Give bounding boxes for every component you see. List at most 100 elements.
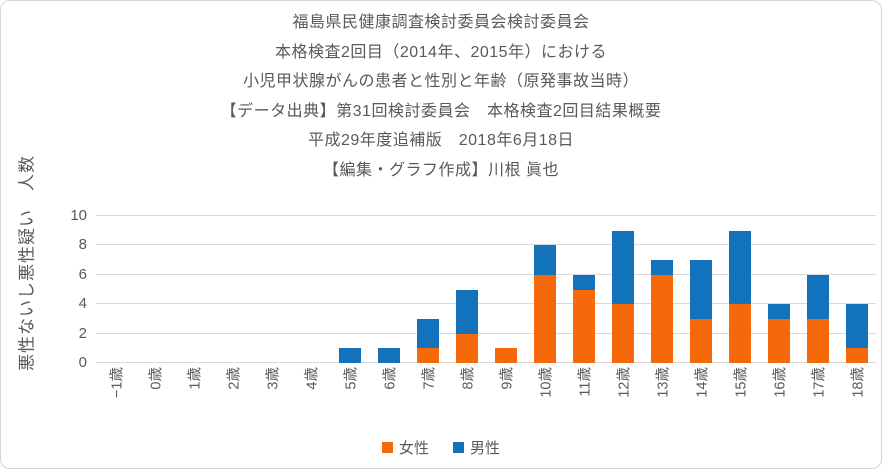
- legend-item-男性: 男性: [453, 437, 500, 458]
- x-label-1歳: 1歳: [187, 367, 203, 390]
- gridline-4: [96, 303, 876, 305]
- bar-slot-15歳: [720, 216, 759, 363]
- bar-stack-13歳: [650, 260, 673, 363]
- bar-stack-8歳: [455, 289, 478, 363]
- title-line-4: 【データ出典】第31回検討委員会 本格検査2回目結果概要: [220, 102, 662, 120]
- bar-slot-−1歳: [96, 216, 135, 363]
- x-label-9歳: 9歳: [499, 367, 515, 390]
- bar-stack-14歳: [689, 260, 712, 363]
- bar-stack-15歳: [728, 230, 751, 363]
- bar-segment-男性-17歳: [806, 274, 829, 319]
- legend-label-男性: 男性: [470, 440, 501, 457]
- bar-segment-男性-11歳: [572, 274, 595, 290]
- y-tick-10: 10: [70, 207, 87, 224]
- legend-label-女性: 女性: [398, 440, 429, 457]
- legend-item-女性: 女性: [381, 437, 429, 458]
- y-tick-8: 8: [78, 236, 87, 254]
- bar-stack-5歳: [338, 348, 361, 363]
- bar-segment-女性-12歳: [611, 304, 634, 363]
- x-axis-labels: −1歳 0歳 1歳 2歳 3歳 4歳 5歳 6歳 7歳 8歳 9歳 10歳 11歳 12歳 13歳 14歳 15…: [96, 367, 876, 423]
- bar-segment-男性-12歳: [611, 230, 634, 305]
- bar-segment-男性-5歳: [338, 348, 361, 363]
- title-line-5: 平成29年度追補版 2018年6月18日: [307, 132, 575, 149]
- y-tick-6: 6: [78, 265, 87, 283]
- gridline-10: [96, 215, 876, 216]
- bar-slot-1歳: [174, 216, 213, 363]
- bar-slot-4歳: [291, 216, 330, 363]
- plot-area: [96, 215, 876, 363]
- gridline-6: [96, 273, 876, 275]
- x-label-15歳: 15歳: [733, 367, 749, 398]
- x-label-6歳: 6歳: [382, 367, 398, 390]
- gridline-0: [96, 362, 876, 363]
- x-label-4歳: 4歳: [304, 367, 320, 390]
- bar-slot-5歳: [330, 216, 369, 363]
- bar-segment-女性-10歳: [533, 274, 556, 363]
- bar-slot-14歳: [681, 216, 720, 363]
- bar-segment-女性-15歳: [728, 304, 751, 363]
- title-line-1: 福島県民健康調査検討委員会検討委員会: [292, 14, 590, 31]
- bar-slot-9歳: [486, 216, 525, 363]
- legend-swatch-男性: [453, 442, 464, 453]
- x-label-8歳: 8歳: [460, 367, 476, 390]
- gridline-2: [96, 332, 876, 334]
- x-label-5歳: 5歳: [343, 367, 359, 390]
- bar-slot-10歳: [525, 216, 564, 363]
- bar-segment-女性-17歳: [806, 318, 829, 363]
- bar-segment-男性-14歳: [689, 260, 712, 319]
- x-label-11歳: 11歳: [577, 367, 593, 397]
- bar-segment-男性-13歳: [650, 260, 673, 275]
- bar-stack-9歳: [494, 348, 517, 363]
- bar-stack-12歳: [611, 230, 634, 363]
- title-line-2: 本格検査2回目（2014年、2015年）における: [274, 43, 608, 61]
- chart-title-block: 福島県民健康調査検討委員会検討委員会 本格検査2回目（2014年、2015年）に…: [1, 8, 881, 185]
- bar-segment-女性-8歳: [455, 333, 478, 363]
- bar-slot-6歳: [369, 216, 408, 363]
- x-label-16歳: 16歳: [772, 367, 788, 398]
- bar-slot-13歳: [642, 216, 681, 363]
- bar-stack-6歳: [377, 348, 400, 363]
- x-label-2歳: 2歳: [226, 367, 242, 390]
- bar-stack-16歳: [767, 304, 790, 363]
- bar-segment-男性-15歳: [728, 230, 751, 305]
- bar-segment-男性-6歳: [377, 348, 400, 363]
- gridline-8: [96, 244, 876, 246]
- x-label-13歳: 13歳: [655, 367, 671, 398]
- bar-segment-男性-18歳: [845, 304, 868, 349]
- bar-segment-男性-16歳: [767, 304, 790, 319]
- bar-stack-10歳: [533, 245, 556, 363]
- x-label-12歳: 12歳: [616, 367, 632, 398]
- y-tick-4: 4: [78, 295, 87, 313]
- x-label-0歳: 0歳: [148, 367, 164, 390]
- bar-stack-18歳: [845, 304, 868, 363]
- x-label-10歳: 10歳: [538, 367, 554, 398]
- bar-slot-12歳: [603, 216, 642, 363]
- y-tick-2: 2: [78, 324, 87, 342]
- bar-slot-0歳: [135, 216, 174, 363]
- y-tick-0: 0: [78, 354, 87, 371]
- bar-slot-3歳: [252, 216, 291, 363]
- legend-swatch-女性: [381, 442, 393, 453]
- title-line-3: 小児甲状腺がんの患者と性別と年齢（原発事故当時）: [242, 73, 639, 90]
- bar-slot-16歳: [759, 216, 798, 363]
- bar-slot-7歳: [408, 216, 447, 363]
- bar-segment-女性-11歳: [572, 289, 595, 363]
- bar-segment-女性-7歳: [416, 348, 439, 363]
- x-label-−1歳: −1歳: [109, 367, 125, 399]
- bar-stack-17歳: [806, 274, 829, 363]
- bar-slot-18歳: [837, 216, 876, 363]
- bar-slot-8歳: [447, 216, 486, 363]
- x-label-14歳: 14歳: [694, 367, 710, 398]
- x-label-18歳: 18歳: [850, 367, 866, 398]
- bar-segment-女性-13歳: [650, 274, 673, 363]
- bar-segment-男性-10歳: [533, 245, 556, 275]
- bar-slot-17歳: [798, 216, 837, 363]
- bar-segment-女性-14歳: [689, 318, 712, 363]
- bar-segment-男性-7歳: [416, 318, 439, 349]
- x-label-17歳: 17歳: [811, 367, 827, 398]
- x-label-3歳: 3歳: [265, 367, 281, 390]
- legend: 女性 男性: [1, 437, 881, 458]
- title-line-6: 【編集・グラフ作成】川根 眞也: [323, 161, 559, 179]
- bar-stack-7歳: [416, 318, 439, 363]
